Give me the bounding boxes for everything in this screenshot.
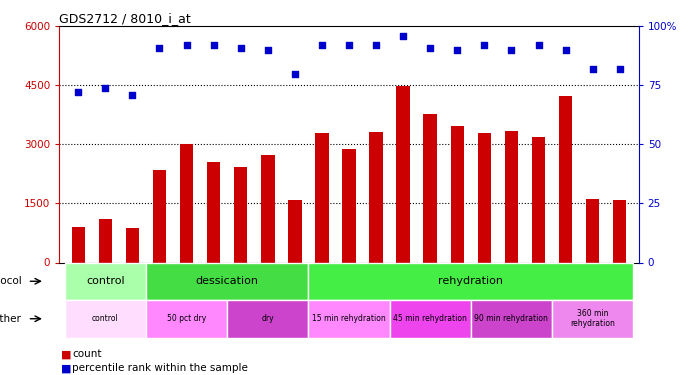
Text: 90 min rehydration: 90 min rehydration — [475, 314, 549, 323]
Bar — [477, 133, 491, 262]
Point — [398, 33, 409, 39]
Bar — [98, 219, 112, 262]
Text: 45 min rehydration: 45 min rehydration — [393, 314, 467, 323]
Bar — [552, 300, 633, 338]
Point — [424, 45, 436, 51]
Point — [262, 47, 274, 53]
Bar — [586, 199, 600, 262]
Point — [452, 47, 463, 53]
Point — [614, 66, 625, 72]
Bar — [342, 149, 356, 262]
Text: count: count — [72, 350, 101, 359]
Text: protocol: protocol — [0, 276, 22, 286]
Point — [533, 42, 544, 48]
Bar — [71, 227, 85, 262]
Text: ■: ■ — [61, 363, 71, 373]
Point — [479, 42, 490, 48]
Text: 15 min rehydration: 15 min rehydration — [312, 314, 386, 323]
Point — [127, 92, 138, 98]
Point — [100, 85, 111, 91]
Point — [235, 45, 246, 51]
Bar — [369, 132, 383, 262]
Bar — [227, 300, 309, 338]
Text: ■: ■ — [61, 350, 71, 359]
Bar — [180, 144, 193, 262]
Text: rehydration: rehydration — [438, 276, 503, 286]
Point — [154, 45, 165, 51]
Bar — [65, 262, 146, 300]
Bar — [613, 200, 627, 262]
Point — [316, 42, 327, 48]
Bar — [288, 200, 302, 262]
Bar — [450, 126, 464, 262]
Bar — [153, 170, 166, 262]
Bar — [146, 300, 227, 338]
Bar — [126, 228, 139, 262]
Bar — [505, 131, 518, 262]
Text: control: control — [86, 276, 125, 286]
Point — [506, 47, 517, 53]
Bar — [261, 155, 274, 262]
Bar — [207, 162, 221, 262]
Bar — [396, 86, 410, 262]
Text: control: control — [92, 314, 119, 323]
Point — [73, 89, 84, 95]
Text: 50 pct dry: 50 pct dry — [167, 314, 206, 323]
Bar — [559, 96, 572, 262]
Point — [181, 42, 192, 48]
Bar — [471, 300, 552, 338]
Point — [343, 42, 355, 48]
Bar — [315, 134, 329, 262]
Bar — [309, 300, 389, 338]
Text: percentile rank within the sample: percentile rank within the sample — [72, 363, 248, 373]
Text: dry: dry — [262, 314, 274, 323]
Point — [560, 47, 571, 53]
Bar — [65, 300, 146, 338]
Bar — [424, 114, 437, 262]
Bar — [389, 300, 471, 338]
Text: GDS2712 / 8010_i_at: GDS2712 / 8010_i_at — [59, 12, 191, 25]
Bar — [309, 262, 633, 300]
Point — [289, 70, 300, 76]
Point — [371, 42, 382, 48]
Point — [208, 42, 219, 48]
Text: 360 min
rehydration: 360 min rehydration — [570, 309, 615, 328]
Bar — [532, 137, 545, 262]
Text: dessication: dessication — [195, 276, 259, 286]
Point — [587, 66, 598, 72]
Bar — [146, 262, 309, 300]
Bar — [234, 167, 248, 262]
Text: other: other — [0, 314, 22, 324]
